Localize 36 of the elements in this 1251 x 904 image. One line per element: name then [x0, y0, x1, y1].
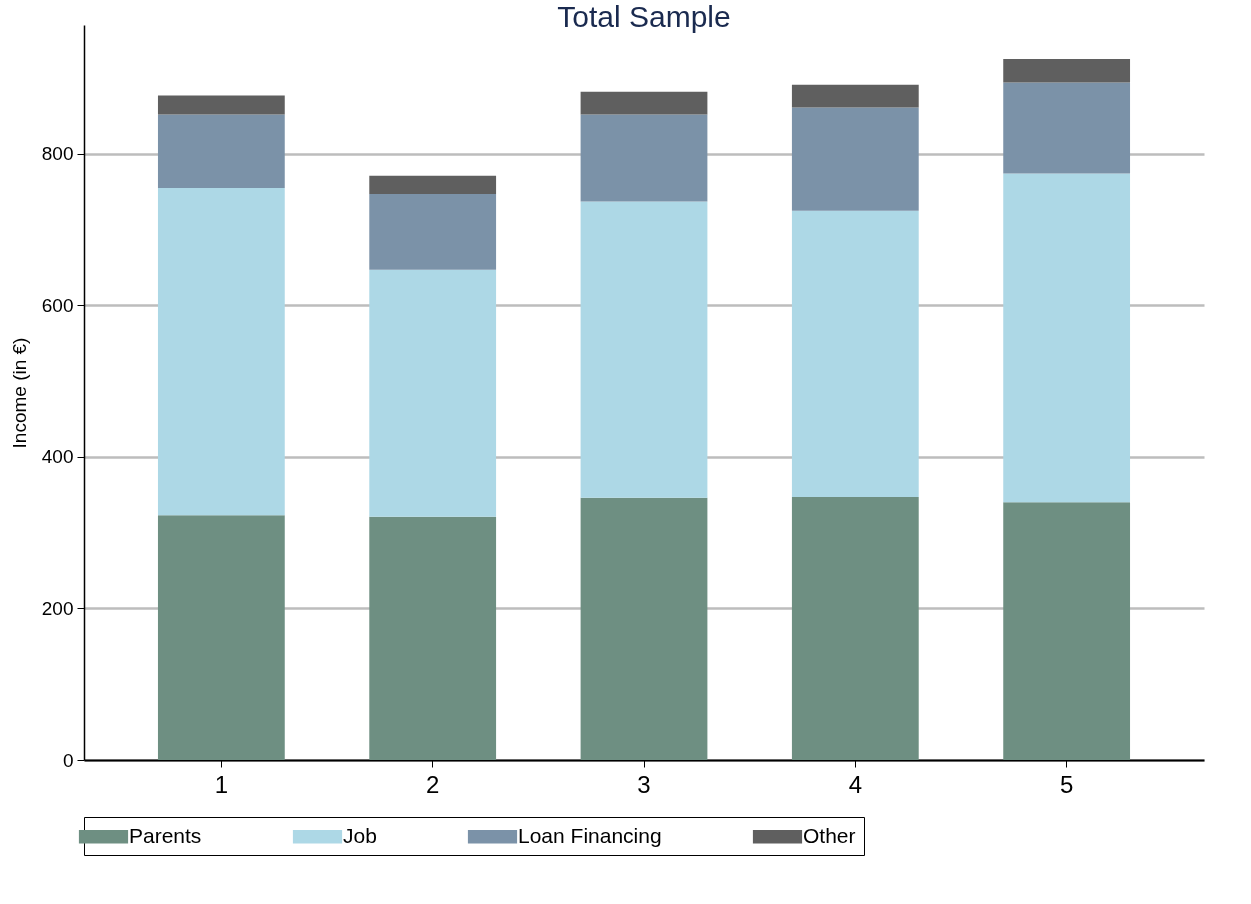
bar: [157, 95, 285, 115]
legend-label: Parents: [129, 823, 202, 847]
bar: [157, 515, 285, 760]
bar: [791, 210, 919, 498]
bar: [580, 91, 708, 115]
bar: [369, 193, 497, 270]
bar: [369, 269, 497, 517]
x-tick-label: 4: [848, 770, 862, 798]
bar: [1003, 59, 1131, 83]
chart-title: Total Sample: [557, 0, 731, 33]
y-tick-label: 800: [41, 143, 74, 165]
x-tick-label: 1: [214, 770, 229, 798]
bar: [791, 497, 919, 760]
bar: [157, 187, 285, 516]
bar: [791, 84, 919, 108]
legend-label: Loan Financing: [518, 823, 662, 847]
legend-label: Job: [343, 823, 377, 847]
x-tick-label: 2: [426, 770, 440, 798]
x-tick-label: 3: [637, 770, 651, 798]
x-tick-label: 5: [1059, 770, 1074, 798]
bar: [580, 201, 708, 498]
y-tick-label: 400: [41, 446, 74, 468]
bar: [580, 114, 708, 202]
y-tick-label: 200: [41, 597, 74, 619]
bar: [580, 497, 708, 760]
bar: [1003, 502, 1131, 760]
bar: [369, 516, 497, 760]
y-tick-label: 0: [62, 749, 74, 771]
bar: [369, 175, 497, 194]
y-axis-title: Income (in €): [8, 337, 30, 449]
bar: [1003, 173, 1131, 503]
bar: [1003, 82, 1131, 174]
y-tick-label: 600: [41, 294, 74, 316]
bar: [791, 107, 919, 211]
legend-label: Other: [803, 823, 856, 847]
bar: [157, 114, 285, 188]
